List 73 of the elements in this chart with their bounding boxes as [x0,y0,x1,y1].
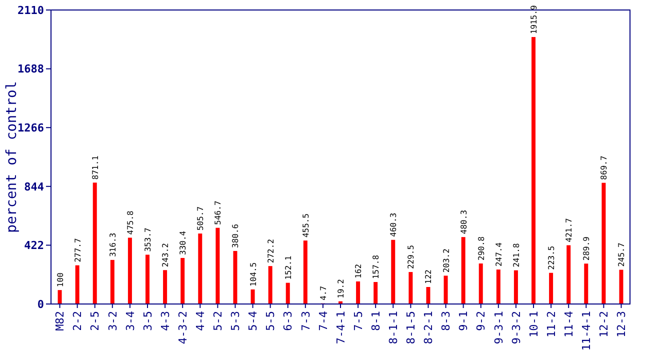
data-label: 272.2 [266,238,276,264]
data-label: 4.7 [318,286,328,300]
x-tick-label: 4-4 [194,310,207,331]
data-label: 460.3 [389,212,398,237]
x-tick-label: 3-2 [106,311,120,331]
y-axis-title: percent of control [4,81,20,233]
y-tick-label: 2110 [18,4,44,17]
x-tick-label: 2-2 [71,311,84,331]
x-tick-label: 10-1 [527,311,540,338]
data-label: 100 [56,272,65,288]
x-tick-label: 9-3-1 [492,311,506,344]
x-tick-label: 6-3 [282,311,295,331]
x-tick-label: 8-3 [440,311,453,331]
data-label: 245.7 [617,242,626,267]
y-tick-label: 1266 [18,121,44,134]
data-label: 380.6 [231,224,240,248]
data-label: 316.3 [108,232,118,257]
x-tick-label: 8-2-1 [422,311,436,344]
x-tick-label: M82 [54,311,67,331]
x-tick-label: 4-3-2 [176,311,190,344]
data-label: 19.2 [336,278,346,298]
data-label: 104.5 [248,262,258,286]
y-tick-label: 1688 [18,62,44,76]
x-tick-label: 11-4 [562,310,576,338]
data-label: 505.7 [196,206,206,231]
data-label: 223.5 [547,246,556,270]
data-label: 1915.9 [530,4,538,34]
x-tick-label: 9-2 [474,311,488,331]
x-tick-label: 11-2 [544,311,558,338]
x-tick-label: 7-4 [316,310,330,331]
x-tick-label: 9-3-2 [510,311,523,344]
data-label: 480.3 [459,210,468,234]
data-label: 475.8 [126,210,135,235]
y-tick-label: 422 [24,239,44,252]
data-label: 353.7 [144,227,152,252]
x-tick-label: 11-4-1 [580,311,593,350]
data-label: 871.1 [90,155,100,180]
data-label: 247.4 [494,242,504,267]
data-label: 122 [424,269,434,284]
x-tick-label: 5-5 [264,311,278,331]
data-label: 203.2 [442,248,451,273]
data-label: 162 [354,264,364,278]
data-label: 241.8 [512,243,521,268]
x-tick-label: 8-1-1 [386,311,400,344]
x-tick-label: 4-3 [158,311,172,331]
y-tick-label: 844 [24,180,44,194]
x-tick-label: 5-2 [212,311,225,331]
x-tick-label: 8-1 [369,311,382,331]
data-label: 243.2 [161,242,170,268]
y-tick-label: 0 [37,298,44,311]
x-tick-label: 7-3 [299,311,312,331]
x-tick-label: 5-4 [246,310,260,331]
x-tick-label: 9-1 [457,311,470,331]
x-tick-label: 2-5 [88,311,102,331]
data-label: 277.7 [73,238,82,262]
data-label: 330.4 [178,230,188,255]
x-tick-label: 12-2 [598,311,611,338]
x-tick-label: 7-4-1 [334,311,348,344]
x-tick-label: 3-4 [124,310,137,331]
data-label: 152.1 [284,256,293,280]
data-label: 869.7 [600,156,609,180]
data-label: 455.5 [301,213,310,238]
data-label: 289.9 [582,236,592,261]
data-label: 546.7 [214,200,223,225]
x-tick-label: 3-5 [141,311,154,331]
x-tick-label: 5-3 [229,311,242,331]
x-tick-label: 12-3 [615,311,628,338]
data-label: 290.8 [476,236,486,260]
data-label: 157.8 [372,254,381,280]
x-tick-label: 7-5 [352,311,365,331]
data-label: 421.7 [564,218,574,242]
data-label: 229.5 [406,244,416,270]
x-tick-label: 8-1-5 [404,311,418,344]
